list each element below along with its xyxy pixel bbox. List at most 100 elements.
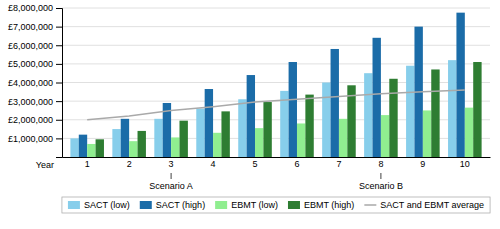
- tick: 9: [420, 157, 425, 169]
- annotation: Scenario A: [149, 181, 193, 191]
- tick: £4,000,000: [8, 78, 62, 88]
- bar: [112, 129, 120, 157]
- tick: 7: [336, 157, 341, 169]
- plot: £1,000,000 £2,000,000 £3,000,000 £4,000,000…: [8, 3, 491, 191]
- tick-label: 1: [85, 159, 90, 169]
- tick-label: 2: [127, 159, 132, 169]
- bar: [305, 95, 313, 157]
- tick: 3: [169, 157, 174, 169]
- tick: 8: [378, 157, 383, 169]
- bar: [465, 108, 473, 157]
- bar: [389, 79, 397, 157]
- grid-line: [62, 63, 490, 64]
- tick-label: 6: [294, 159, 299, 169]
- tick: £7,000,000: [8, 22, 62, 32]
- bar: [322, 83, 330, 158]
- bar: [129, 141, 137, 157]
- legend-label: SACT and EBMT average: [380, 200, 484, 210]
- tick-label: 8: [378, 159, 383, 169]
- legend-swatch: [364, 204, 376, 206]
- tick-mark: [56, 27, 62, 28]
- bar: [179, 121, 187, 157]
- bar: [171, 137, 179, 157]
- bar: [431, 69, 439, 157]
- axis-line: [56, 9, 63, 158]
- tick: £8,000,000: [8, 3, 62, 13]
- bar: [79, 135, 87, 157]
- tick-label: £6,000,000: [8, 41, 53, 51]
- tick: £5,000,000: [8, 59, 62, 69]
- tick: £2,000,000: [8, 115, 62, 125]
- legend-swatch: [288, 201, 300, 209]
- tick-label: £3,000,000: [8, 97, 53, 107]
- tick-label: 9: [420, 159, 425, 169]
- tick-label: 10: [460, 159, 470, 169]
- tick: £1,000,000: [8, 134, 62, 144]
- marks: [70, 13, 481, 157]
- legend-item: SACT and EBMT average: [364, 200, 484, 210]
- bar: [289, 62, 297, 157]
- bar: [381, 115, 389, 157]
- bar: [297, 123, 305, 157]
- tick: 10: [460, 157, 470, 169]
- tick: 2: [127, 157, 132, 169]
- bar: [205, 89, 213, 157]
- y-axis: £1,000,000 £2,000,000 £3,000,000 £4,000,000…: [8, 3, 63, 157]
- tick-label: £8,000,000: [8, 3, 53, 13]
- bar: [238, 99, 246, 157]
- tick-label: £4,000,000: [8, 78, 53, 88]
- tick-mark: [56, 45, 62, 46]
- legend-item: EBMT (high): [288, 200, 354, 210]
- tick: £6,000,000: [8, 41, 62, 51]
- legend-box: [62, 197, 490, 213]
- tick-label: 7: [336, 159, 341, 169]
- bar: [121, 119, 129, 157]
- chart: £1,000,000 £2,000,000 £3,000,000 £4,000,000…: [0, 0, 500, 229]
- legend-label: SACT (low): [84, 200, 130, 210]
- tick-mark: [56, 138, 62, 139]
- x-axis: 1 2 3 4 5 6 7 8 9 10: [63, 157, 491, 169]
- legend-item: EBMT (low): [215, 200, 278, 210]
- legend-swatch: [215, 201, 227, 209]
- bar-series: [79, 13, 465, 157]
- grid-line: [62, 45, 490, 46]
- tick: 6: [294, 157, 299, 169]
- legend-label: EBMT (high): [304, 200, 354, 210]
- tick: £3,000,000: [8, 97, 62, 107]
- legend-label: EBMT (low): [231, 200, 278, 210]
- legend-swatch: [68, 201, 80, 209]
- bar-series: [96, 62, 482, 157]
- axis-title: Year: [36, 160, 54, 170]
- grid-line: [62, 26, 490, 27]
- tick: 4: [211, 157, 216, 169]
- bar: [423, 110, 431, 157]
- bar: [154, 119, 162, 157]
- tick-label: 4: [211, 159, 216, 169]
- tick-mark: [56, 120, 62, 121]
- tick-mark: [56, 8, 62, 9]
- bar: [331, 49, 339, 157]
- bar: [196, 109, 204, 157]
- bar: [456, 13, 464, 157]
- bar: [263, 102, 271, 157]
- tick-label: 3: [169, 159, 174, 169]
- annotation-tick: [380, 173, 381, 179]
- bar: [138, 131, 146, 157]
- annotation-tick: [171, 173, 172, 179]
- bar: [255, 128, 263, 157]
- bar: [448, 60, 456, 157]
- legend-item: SACT (high): [140, 200, 205, 210]
- bar: [406, 66, 414, 157]
- legend-label: SACT (high): [156, 200, 205, 210]
- bar: [221, 111, 229, 157]
- tick-label: 5: [253, 159, 258, 169]
- tick-label: £1,000,000: [8, 134, 53, 144]
- tick: 5: [253, 157, 258, 169]
- bar-series: [70, 60, 456, 157]
- tick-mark: [56, 83, 62, 84]
- grid-line: [62, 82, 490, 83]
- bar: [213, 133, 221, 157]
- tick-label: £5,000,000: [8, 59, 53, 69]
- line: [87, 90, 465, 120]
- axis-line: [63, 157, 491, 158]
